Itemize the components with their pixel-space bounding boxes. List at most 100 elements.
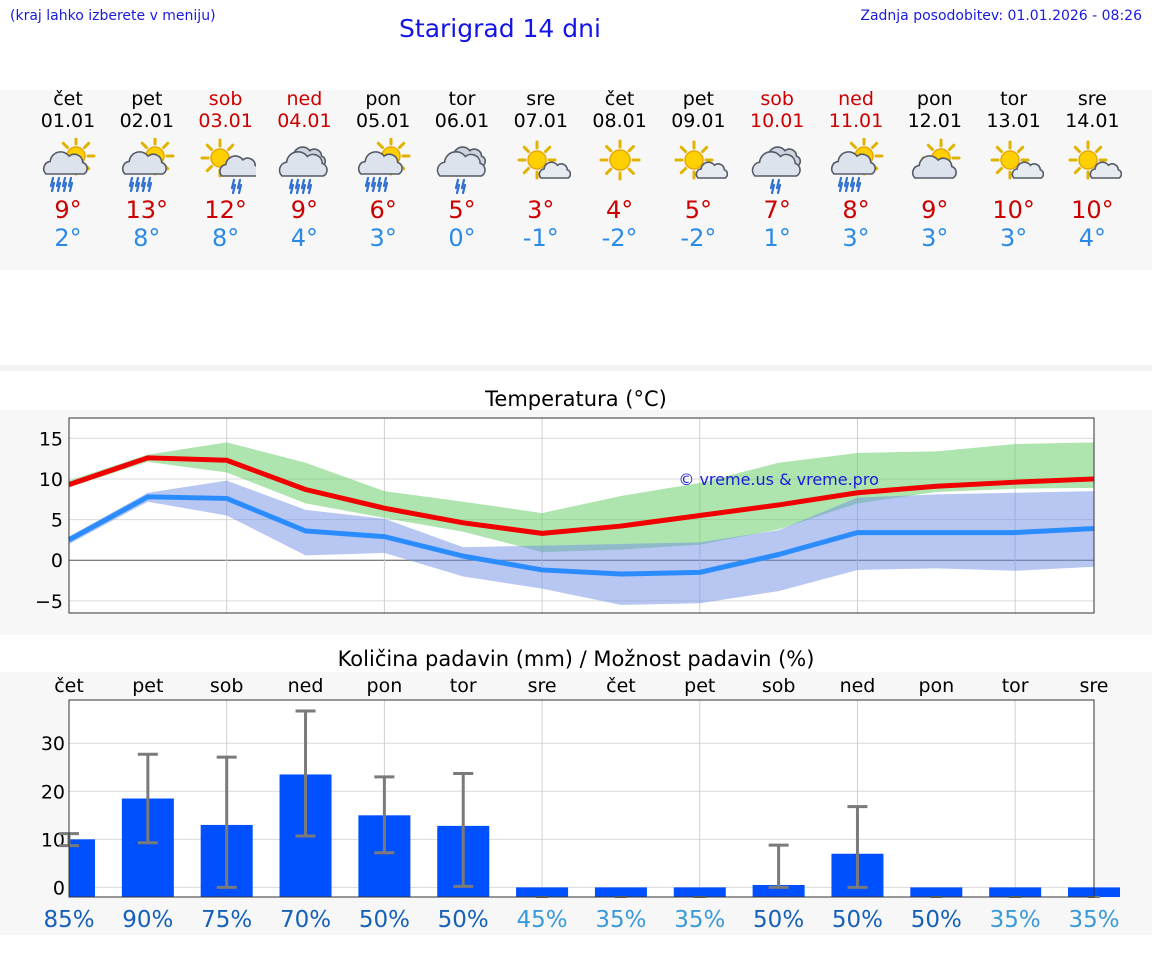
day-column: sre 14.01 10° 4°	[1052, 88, 1132, 252]
day-name: ned	[286, 88, 323, 110]
precipitation-probability: 85%	[43, 907, 94, 933]
min-temperature: 3°	[842, 224, 870, 252]
min-temperature: 8°	[133, 224, 161, 252]
sun-cloud-light-rain-icon	[200, 138, 256, 195]
day-date: 01.01	[40, 110, 96, 132]
max-temperature: 7°	[763, 196, 791, 224]
day-axis-label: sob	[210, 675, 244, 697]
precipitation-probability: 50%	[359, 907, 410, 933]
temperature-min-range-band	[69, 480, 1094, 605]
y-tick-label: 30	[41, 733, 65, 755]
day-axis-label: pon	[918, 675, 954, 697]
temperature-max-range-band	[69, 442, 1094, 553]
day-axis-label: tor	[1002, 675, 1029, 697]
sun-icon	[599, 139, 641, 181]
day-name: pon	[916, 88, 953, 110]
day-name: pet	[682, 88, 714, 110]
precipitation-bar	[69, 839, 95, 897]
day-column: čet 08.01 4° -2°	[580, 88, 660, 252]
day-column: ned 11.01 8° 3°	[816, 88, 896, 252]
day-column: čet 01.01 9° 2°	[28, 88, 108, 252]
day-name: čet	[53, 88, 83, 110]
min-temperature: -2°	[680, 224, 717, 252]
day-name: sob	[760, 88, 794, 110]
day-date: 05.01	[355, 110, 411, 132]
precipitation-bar	[516, 887, 569, 897]
day-column: sob 10.01 7° 1°	[737, 88, 817, 252]
day-name: pet	[131, 88, 163, 110]
cloud-rain-icon	[279, 146, 329, 195]
sun-cloud-rain-icon	[42, 138, 96, 193]
precipitation-probability: 70%	[280, 907, 331, 933]
sun-cloud-rain-icon	[358, 138, 411, 193]
day-axis-label: tor	[450, 675, 477, 697]
day-axis-label: sre	[1080, 675, 1109, 697]
day-column: pet 09.01 5° -2°	[658, 88, 738, 252]
page-title: Starigrad 14 dni	[399, 14, 601, 43]
precipitation-chart: čet pet sob ned pon tor sre čet pet sob ned pon tor s…	[0, 672, 1152, 935]
min-temperature: 4°	[1078, 224, 1107, 252]
day-date: 06.01	[434, 110, 490, 132]
last-updated: Zadnja posodobitev: 01.01.2026 - 08:26	[860, 8, 1142, 24]
day-date: 10.01	[749, 110, 805, 132]
precipitation-probability: 50%	[753, 907, 804, 933]
y-tick-label: 15	[39, 428, 63, 450]
precipitation-bar	[673, 887, 726, 897]
max-temperature: 3°	[527, 196, 555, 224]
day-column: tor 06.01 5° 0°	[422, 88, 502, 252]
min-temperature: 8°	[211, 224, 240, 252]
y-tick-label: 0	[51, 550, 63, 572]
day-column: sre 07.01 3° -1°	[501, 88, 581, 252]
temperature-min-line	[67, 494, 1095, 577]
min-temperature: 4°	[290, 224, 319, 252]
day-column: pon 12.01 9° 3°	[895, 88, 975, 252]
max-temperature: 6°	[369, 196, 397, 224]
temperature-max-line	[68, 455, 1095, 536]
day-column: ned 04.01 9° 4°	[264, 88, 344, 252]
min-temperature: 2°	[54, 224, 82, 252]
max-temperature: 10°	[1071, 196, 1114, 224]
day-date: 11.01	[828, 110, 884, 132]
max-temperature: 5°	[448, 196, 476, 224]
y-tick-label: 20	[41, 781, 65, 803]
day-axis-label: pon	[367, 675, 403, 697]
temperature-chart-title: Temperatura (°C)	[485, 387, 667, 411]
y-tick-label: 0	[53, 877, 65, 899]
sun-cloud-rain-icon	[121, 138, 175, 193]
day-date: 13.01	[986, 110, 1041, 132]
precipitation-plot-frame	[68, 699, 1095, 898]
day-name: sre	[1077, 88, 1107, 110]
precipitation-probability: 35%	[1068, 907, 1119, 933]
day-name: tor	[448, 88, 476, 110]
precipitation-probability: 35%	[595, 907, 646, 933]
y-tick-label: 5	[51, 510, 63, 532]
max-temperature: 10°	[992, 196, 1035, 224]
sun-cloud-icon	[911, 138, 961, 179]
day-name: tor	[1000, 88, 1028, 110]
precipitation-chart-title: Količina padavin (mm) / Možnost padavin …	[337, 647, 815, 671]
min-temperature: -1°	[522, 224, 559, 252]
precipitation-probability: 50%	[438, 907, 489, 933]
day-name: ned	[838, 88, 874, 110]
day-column: pet 02.01 13° 8°	[107, 88, 187, 252]
day-column: tor 13.01 10° 3°	[974, 88, 1054, 252]
day-date: 04.01	[277, 110, 332, 132]
sun-small-cloud-icon	[990, 140, 1044, 180]
day-date: 14.01	[1065, 110, 1120, 132]
day-axis-label: sob	[762, 675, 796, 697]
day-column: sob 03.01 12° 8°	[186, 88, 266, 252]
precipitation-probability: 50%	[832, 907, 883, 933]
day-column: pon 05.01 6° 3°	[343, 88, 423, 252]
max-temperature: 12°	[204, 196, 247, 224]
min-temperature: 3°	[369, 224, 397, 252]
day-name: čet	[604, 88, 635, 110]
min-temperature: 3°	[921, 224, 949, 252]
precipitation-bar	[910, 887, 963, 897]
max-temperature: 4°	[605, 196, 634, 224]
y-tick-label: 10	[41, 829, 65, 851]
day-axis-label: čet	[54, 675, 84, 697]
max-temperature: 9°	[54, 196, 82, 224]
day-axis-label: ned	[288, 675, 324, 697]
precipitation-probability: 50%	[911, 907, 962, 933]
location-hint: (kraj lahko izberete v meniju)	[10, 8, 216, 24]
